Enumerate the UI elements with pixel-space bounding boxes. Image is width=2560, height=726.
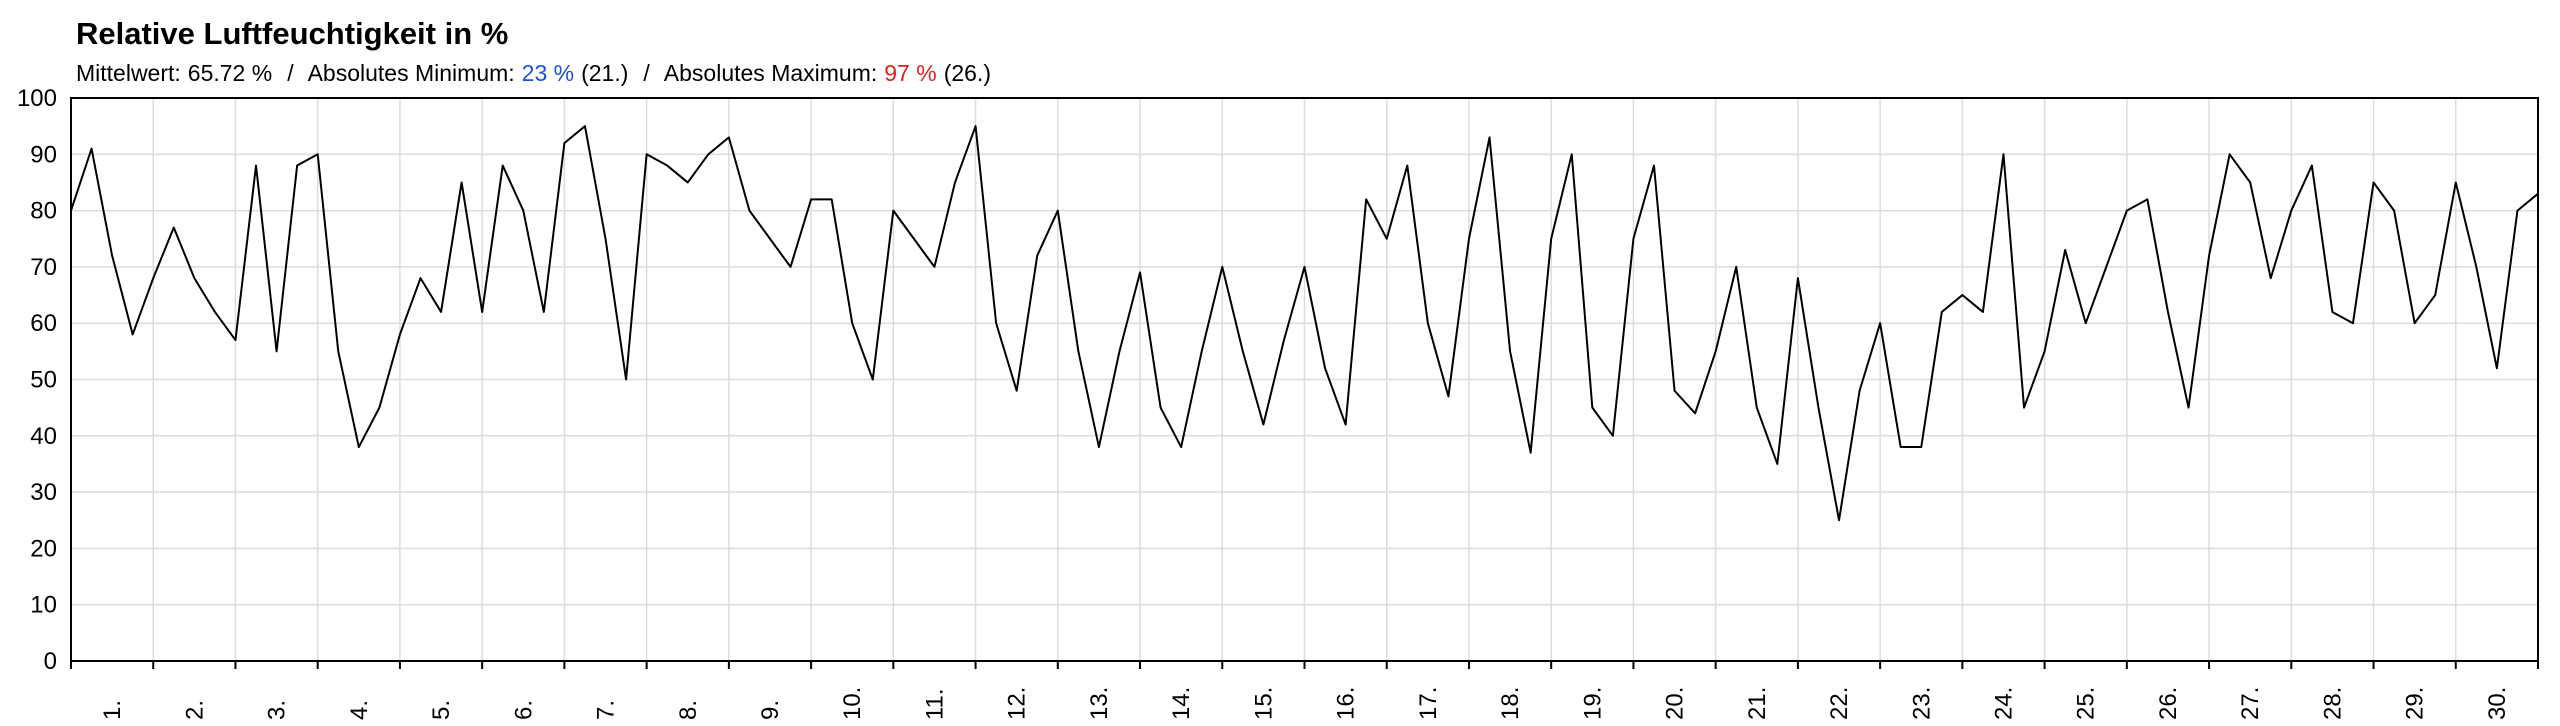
- stats-line: Mittelwert: 65.72 % / Absolutes Minimum: 23 …: [76, 60, 998, 87]
- x-tick-label: 24.: [1990, 687, 2017, 720]
- x-tick-label: 10.: [839, 687, 866, 720]
- x-tick-label: 8.: [675, 700, 702, 720]
- x-tick-label: 6.: [510, 700, 537, 720]
- x-tick-label: 29.: [2402, 687, 2429, 720]
- x-tick-label: 11.: [921, 688, 948, 720]
- x-tick-label: 4.: [346, 700, 373, 720]
- chart-title: Relative Luftfeuchtigkeit in %: [76, 16, 509, 51]
- x-tick-label: 12.: [1004, 687, 1031, 720]
- x-tick-label: 22.: [1826, 687, 1853, 720]
- x-tick-label: 14.: [1168, 687, 1195, 720]
- x-tick-label: 18.: [1497, 687, 1524, 720]
- stat-value: 65.72 %: [187, 60, 273, 86]
- x-tick-label: 16.: [1333, 687, 1360, 720]
- separator: /: [287, 60, 294, 86]
- x-tick-label: 5.: [428, 700, 455, 720]
- stat-note: (26.): [943, 60, 991, 86]
- x-tick-label: 27.: [2237, 687, 2264, 720]
- stat-value: 97 %: [884, 60, 937, 86]
- x-tick-label: 1.: [99, 700, 126, 720]
- y-tick-label: 0: [44, 648, 57, 675]
- stat-note: (21.): [581, 60, 629, 86]
- stat-value: 23 %: [521, 60, 575, 86]
- y-tick-label: 40: [30, 423, 57, 450]
- y-tick-label: 50: [30, 367, 57, 394]
- x-tick-label: 23.: [1908, 687, 1935, 720]
- x-tick-label: 9.: [757, 700, 784, 720]
- separator: /: [643, 60, 650, 86]
- x-tick-label: 17.: [1415, 687, 1442, 720]
- y-tick-label: 30: [30, 479, 57, 506]
- x-tick-label: 2.: [181, 700, 208, 720]
- x-tick-label: 7.: [593, 700, 620, 720]
- y-tick-label: 100: [17, 85, 57, 112]
- x-tick-label: 30.: [2484, 687, 2511, 720]
- x-tick-label: 3.: [264, 700, 291, 720]
- x-tick-label: 20.: [1662, 687, 1689, 720]
- y-tick-label: 80: [30, 198, 57, 225]
- y-tick-label: 90: [30, 141, 57, 168]
- x-tick-label: 21.: [1744, 687, 1771, 720]
- x-tick-label: 25.: [2073, 687, 2100, 720]
- y-tick-label: 10: [30, 592, 57, 619]
- x-tick-label: 13.: [1086, 687, 1113, 720]
- x-tick-label: 26.: [2155, 687, 2182, 720]
- stat-label: Absolutes Maximum:: [663, 60, 878, 86]
- x-tick-label: 28.: [2319, 687, 2346, 720]
- stat-label: Mittelwert:: [76, 60, 181, 86]
- x-tick-label: 19.: [1579, 687, 1606, 720]
- plot-frame: [70, 97, 2539, 662]
- stat-label: Absolutes Minimum:: [307, 60, 515, 86]
- y-tick-label: 20: [30, 535, 57, 562]
- y-tick-label: 60: [30, 310, 57, 337]
- line: [70, 125, 2539, 522]
- x-tick-label: 15.: [1250, 687, 1277, 720]
- y-tick-label: 70: [30, 254, 57, 281]
